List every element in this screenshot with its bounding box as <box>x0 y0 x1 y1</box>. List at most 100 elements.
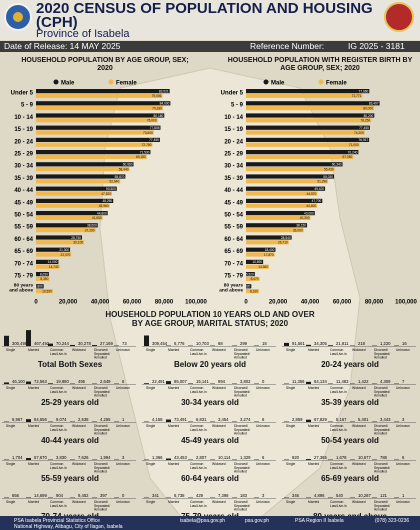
bar-male <box>246 137 370 142</box>
release-date: Date of Release: 14 MAY 2025 <box>4 41 121 51</box>
right-chart-title: HOUSEHOLD POPULATION WITH REGISTER BIRTH… <box>227 57 413 72</box>
marital-panel-chart: 300,499 Single 467,492 Married 70,244 CommonL… <box>2 330 136 359</box>
marital-category-label: Annulled <box>374 356 387 359</box>
reference-number: IG 2025 - 3181 <box>348 41 405 51</box>
legend-1: Male Female <box>53 79 137 87</box>
marital-category-label: Law/Live-in <box>190 428 207 432</box>
marital-panel-chart: 1,704 Single 57,670 Married 3,830 CommonLaw/L… <box>2 455 136 473</box>
bar-value-label: 18,400 <box>265 248 275 252</box>
y-tick-label: 35 - 39 <box>14 176 33 182</box>
marital-category-label: Common <box>190 424 204 428</box>
marital-value-label: 3 <box>262 493 265 498</box>
marital-panel: 11,356 Single 64,134 Married 11,483 Common Law… <box>280 365 420 407</box>
marital-category-label: Separated/ <box>374 390 390 394</box>
marital-category-label: Married <box>308 386 319 390</box>
footer-site[interactable]: psa.gov.ph <box>245 518 270 524</box>
marital-category-label: Law/Live-in <box>330 504 347 508</box>
marital-value-label: 1,994 <box>100 455 111 460</box>
marital-value-label: 43,453 <box>174 455 187 460</box>
marital-value-label: 920 <box>292 455 300 460</box>
legend-swatch-female <box>318 79 324 85</box>
marital-category-label: Married <box>168 424 179 428</box>
marital-value-label: 1 <box>402 493 405 498</box>
bar-female <box>246 289 259 294</box>
bar-female <box>36 93 163 98</box>
marital-category-label: Widowed <box>212 348 226 352</box>
marital-panel: 1,366 Single 43,453 Married 2,807 Common Law/L… <box>140 441 280 483</box>
marital-bar <box>328 345 333 346</box>
left-chart-title: HOUSEHOLD POPULATION BY AGE GROUP, SEX; … <box>21 57 189 72</box>
marital-category-label: Annulled <box>374 508 387 511</box>
marital-category-label: Law/Live-in <box>330 390 347 394</box>
bar-value-label: 44,400 <box>306 204 316 208</box>
bar-value-label: 3,320 <box>242 285 250 289</box>
bar-male <box>36 125 161 130</box>
footer-facebook[interactable]: PSA Region II Isabela <box>295 518 344 524</box>
marital-value-label: 6,967 <box>12 417 23 422</box>
marital-category-label: Common <box>190 500 204 504</box>
marital-panel-chart: 656 Single 14,699 Married 904 CommonLaw/Live-… <box>2 493 136 511</box>
marital-category-label: Common <box>330 348 344 352</box>
marital-category-label: Law/Live-in <box>190 466 207 470</box>
bar-value-label: 83,521 <box>159 89 169 93</box>
marital-category-label: Divorced/ <box>94 386 108 390</box>
marital-value-label: 9,074 <box>56 417 67 422</box>
marital-value-label: 14,699 <box>34 493 47 498</box>
y-tick-label: 30 - 34 <box>224 164 243 170</box>
marital-value-label: 2,807 <box>196 455 207 460</box>
bar-female <box>246 167 335 172</box>
bar-male <box>36 235 82 240</box>
legend-label-female: Female <box>116 81 137 87</box>
psa-logo-icon <box>4 3 32 31</box>
marital-category-label: Common <box>190 386 204 390</box>
marital-bar <box>188 383 193 384</box>
bar-female <box>36 154 147 159</box>
bar-male <box>36 272 49 277</box>
bar-value-label: 14,000 <box>48 260 58 264</box>
marital-value-label: 4,309 <box>380 379 391 384</box>
marital-category-label: Divorced/ <box>374 386 388 390</box>
marital-category-label: Separated/ <box>374 466 390 470</box>
bar-female <box>36 228 96 233</box>
marital-panel-label: 50-54 years old <box>321 436 379 445</box>
marital-category-label: Unknown <box>256 386 270 390</box>
bar-male <box>36 89 170 94</box>
footer: PSA Isabela Provincial Statistics Office… <box>0 516 420 530</box>
marital-value-label: 10,703 <box>196 341 209 346</box>
bar-female <box>246 93 363 98</box>
marital-category-label: Widowed <box>212 386 226 390</box>
marital-bar <box>26 381 31 384</box>
marital-value-label: 6,776 <box>174 341 185 346</box>
marital-category-label: Widowed <box>212 500 226 504</box>
bar-value-label: 8,100 <box>250 289 258 293</box>
marital-panel-chart: 341 Single 6,738 Married 429 CommonLaw/Live-i… <box>142 493 276 511</box>
marital-value-label: 84,556 <box>34 417 47 422</box>
marital-value-label: 183 <box>240 493 248 498</box>
marital-category-label: Separated/ <box>374 504 390 508</box>
marital-category-label: Unknown <box>256 424 270 428</box>
marital-panel: 309,454 Single 6,776 Married 10,703 Common Law… <box>140 327 280 369</box>
marital-category-label: Annulled <box>94 508 107 511</box>
marital-category-label: Common <box>50 348 64 352</box>
marital-panel-label: 30-34 years old <box>181 398 239 407</box>
marital-title-line1: HOUSEHOLD POPULATION 10 YEARS OLD AND OV… <box>105 310 315 319</box>
marital-category-label: Widowed <box>352 462 366 466</box>
marital-panel-label: 65-69 years old <box>321 474 379 483</box>
marital-category-label: Single <box>146 424 155 428</box>
marital-category-label: Common <box>50 424 64 428</box>
marital-value-label: 15,141 <box>196 379 209 384</box>
bar-male <box>246 113 375 118</box>
legend-swatch-female <box>108 79 114 85</box>
bar-value-label: 69,180 <box>136 155 146 159</box>
y-tick-label: Under 5 <box>221 91 244 97</box>
footer-email[interactable]: isabela@psa.gov.ph <box>180 518 226 524</box>
marital-panel-chart: 6,967 Single 84,556 Married 9,074 CommonLaw/L… <box>2 417 136 435</box>
marital-value-label: 1,366 <box>152 455 163 460</box>
bar-value-label: 60,340 <box>332 163 342 167</box>
marital-value-label: 2,649 <box>100 379 111 384</box>
bar-male <box>246 259 264 264</box>
marital-value-label: 10,677 <box>358 455 371 460</box>
legend-label-male: Male <box>271 81 285 87</box>
marital-value-label: 27,365 <box>314 455 327 460</box>
marital-bar <box>4 335 9 346</box>
